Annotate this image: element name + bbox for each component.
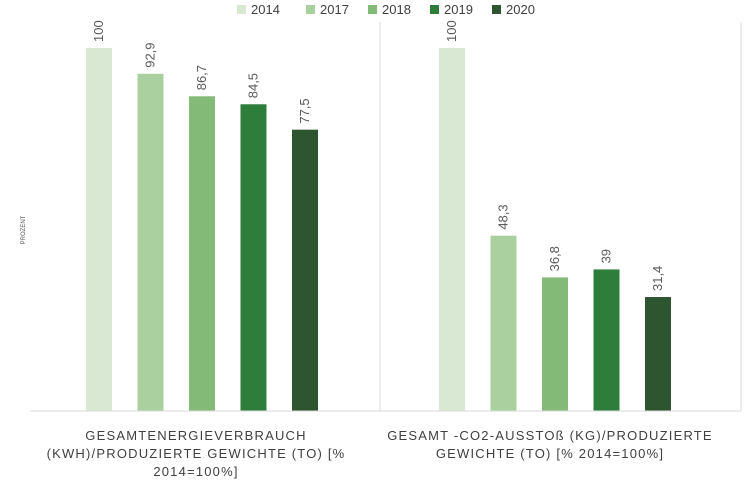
- legend-item-2017: 2017: [306, 2, 349, 17]
- data-label: 100: [91, 20, 106, 42]
- legend-swatch: [368, 5, 377, 14]
- data-label: 48,3: [496, 204, 511, 229]
- legend-label: 2019: [444, 2, 473, 17]
- data-label: 39: [599, 249, 614, 263]
- category-label-line: GESAMTENERGIEVERBRAUCH: [85, 428, 306, 443]
- legend-swatch: [430, 5, 439, 14]
- legend-item-2019: 2019: [430, 2, 473, 17]
- bar-2020-cat1: [292, 129, 318, 412]
- category-label-line: GEWICHTE (TO) [% 2014=100%]: [436, 446, 664, 461]
- legend-item-2014: 2014: [237, 2, 280, 17]
- legend-swatch: [237, 5, 246, 14]
- data-label: 86,7: [194, 65, 209, 90]
- category-label-line: (KWH)/PRODUZIERTE GEWICHTE (TO) [%: [47, 446, 346, 461]
- bar-2019-cat2: [593, 269, 620, 411]
- data-label: 100: [444, 20, 459, 42]
- legend-label: 2018: [382, 2, 411, 17]
- category-label-line: 2014=100%]: [153, 464, 238, 479]
- category-labels: GESAMTENERGIEVERBRAUCH (KWH)/PRODUZIERTE …: [47, 428, 713, 479]
- bars: 100 92,9 86,7 84,5 77,5 100 48,3 36,8 39 31,4: [86, 20, 671, 412]
- legend: 2014 2017 2018 2019 2020: [237, 2, 535, 17]
- category-label-line: GESAMT -CO2-AUSSTOß (KG)/PRODUZIERTE: [387, 428, 713, 443]
- bar-2019-cat1: [240, 104, 267, 411]
- data-label: 31,4: [650, 266, 665, 291]
- bar-2018-cat2: [542, 277, 568, 411]
- bar-2017-cat2: [490, 235, 517, 411]
- data-label: 92,9: [143, 42, 158, 67]
- legend-item-2018: 2018: [368, 2, 411, 17]
- legend-item-2020: 2020: [492, 2, 535, 17]
- legend-swatch: [492, 5, 501, 14]
- legend-swatch: [306, 5, 315, 14]
- legend-label: 2020: [506, 2, 535, 17]
- legend-label: 2014: [251, 2, 280, 17]
- y-axis-label: PROZENT: [21, 215, 27, 244]
- bar-2014-cat1: [86, 48, 112, 411]
- data-label: 84,5: [246, 73, 261, 98]
- bar-2018-cat1: [189, 96, 215, 412]
- bar-2017-cat1: [137, 73, 164, 411]
- bar-2014-cat2: [439, 48, 465, 411]
- bar-2020-cat2: [645, 297, 671, 411]
- legend-label: 2017: [320, 2, 349, 17]
- data-label: 36,8: [547, 246, 562, 271]
- data-label: 77,5: [297, 98, 312, 123]
